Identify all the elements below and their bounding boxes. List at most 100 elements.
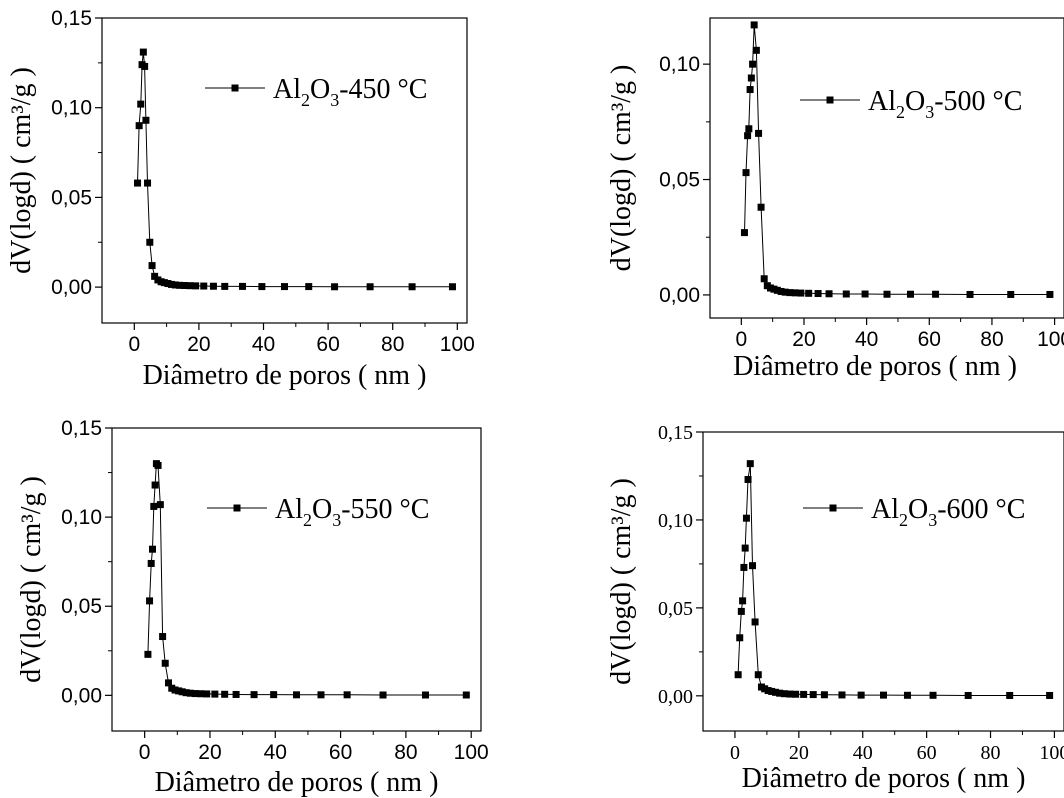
data-point: [154, 461, 162, 469]
data-point: [747, 74, 755, 82]
chart-panel-1: 0 20 40 60 80 100 0,00 0,05 0,10 0,15 Diâmetro de …: [6, 7, 475, 391]
data-point: [156, 501, 164, 509]
x-tick-label: 100: [1037, 328, 1064, 351]
y-tick-label: 0,05: [51, 186, 92, 209]
data-point: [764, 687, 772, 695]
data-point: [293, 691, 300, 699]
data-point: [800, 690, 808, 698]
data-point: [408, 283, 416, 291]
data-point: [1007, 290, 1015, 298]
data-point: [842, 290, 850, 298]
data-point: [750, 21, 758, 29]
x-tick-label: 0: [139, 741, 151, 764]
data-point: [772, 688, 780, 696]
data-point: [135, 122, 143, 130]
data-point: [448, 283, 456, 291]
data-point: [746, 460, 754, 468]
data-point: [825, 290, 833, 298]
data-point: [761, 685, 769, 693]
data-point: [144, 179, 152, 187]
x-tick-label: 80: [394, 741, 417, 764]
legend: Al2O3-500 °C: [800, 86, 1022, 122]
x-axis-label: Diâmetro de poros ( nm ): [155, 767, 439, 798]
legend-marker: [231, 84, 239, 92]
legend-label: Al2O3-550 °C: [275, 494, 429, 530]
x-axis-label: Diâmetro de poros ( nm ): [733, 351, 1017, 382]
y-tick-label: 0,00: [659, 284, 700, 307]
data-point: [142, 116, 150, 124]
data-point: [186, 282, 194, 290]
data-point: [814, 290, 822, 298]
x-tick-label: 100: [1039, 742, 1064, 764]
data-point: [317, 691, 325, 699]
x-tick-label: 0: [730, 742, 740, 764]
legend: Al2O3-600 °C: [803, 494, 1025, 530]
y-tick-label: 0,15: [658, 422, 693, 444]
data-point: [755, 129, 763, 137]
data-point: [754, 671, 762, 679]
data-point: [148, 545, 156, 553]
data-point: [421, 691, 429, 699]
x-tick-label: 60: [918, 328, 941, 351]
data-point: [861, 290, 869, 298]
plot-frame: [101, 17, 468, 324]
data-point: [883, 290, 891, 298]
x-tick-label: 60: [917, 742, 937, 764]
data-point: [857, 691, 865, 699]
data-point: [171, 686, 179, 694]
data-point: [180, 282, 188, 290]
y-axis-label: dV(logd) ( cm³/g ): [606, 478, 637, 685]
x-tick-label: 40: [853, 742, 873, 764]
data-point: [966, 290, 974, 298]
data-point: [742, 514, 750, 522]
x-tick-label: 20: [792, 328, 815, 351]
data-point: [773, 286, 781, 294]
y-tick-label: 0,15: [51, 7, 92, 30]
y-tick-label: 0,00: [51, 276, 92, 299]
x-tick-label: 0: [735, 328, 747, 351]
data-point: [757, 203, 765, 211]
data-point: [186, 689, 194, 697]
y-axis-label: dV(logd) ( cm³/g ): [16, 476, 47, 683]
data-point: [929, 691, 937, 699]
data-point: [203, 690, 211, 698]
x-tick-label: 40: [264, 741, 287, 764]
x-tick-label: 100: [454, 741, 489, 764]
data-point: [768, 687, 776, 695]
legend: Al2O3-450 °C: [205, 74, 427, 110]
data-point: [150, 502, 158, 510]
series-line: [744, 24, 1050, 295]
data-point: [379, 691, 387, 699]
data-point: [805, 289, 813, 297]
data-point: [741, 544, 749, 552]
data-point: [137, 100, 145, 108]
data-point: [742, 169, 750, 177]
data-point: [164, 679, 172, 687]
data-point: [1046, 691, 1054, 699]
x-tick-label: 40: [855, 328, 878, 351]
data-point: [182, 689, 190, 697]
y-tick-label: 0,05: [61, 595, 102, 618]
data-point: [144, 650, 152, 658]
data-point: [281, 283, 288, 291]
data-point: [903, 691, 911, 699]
data-point: [736, 634, 744, 642]
plot-frame: [702, 431, 1064, 732]
data-point: [786, 289, 794, 297]
data-point: [221, 690, 229, 698]
data-point: [906, 290, 914, 298]
chart-panel-2: 0 20 40 60 80 100 0,00 0,05 0,10 Diâmetro de poro…: [606, 17, 1064, 382]
data-point: [752, 46, 760, 54]
data-point: [792, 690, 800, 698]
data-point: [211, 690, 219, 698]
legend-marker: [826, 96, 834, 104]
data-point: [148, 262, 156, 270]
data-point: [737, 607, 745, 615]
data-point: [209, 282, 217, 290]
data-point: [331, 283, 339, 291]
legend-label: Al2O3-500 °C: [868, 86, 1022, 122]
data-point: [147, 559, 155, 567]
data-point: [749, 562, 757, 570]
data-point: [232, 690, 240, 698]
